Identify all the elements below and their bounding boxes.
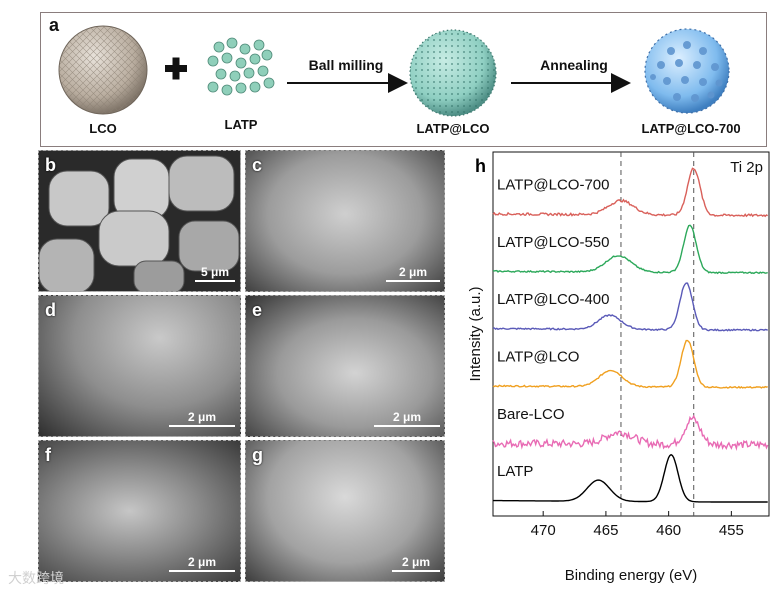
sem-image-c: c 2 μm <box>245 150 445 292</box>
x-tick-label-465: 465 <box>593 522 618 539</box>
panel-h-label: h <box>475 156 486 176</box>
series-label-latp: LATP <box>497 463 533 480</box>
sem-e-scale-bar <box>374 425 440 427</box>
panel-h-xps-chart: h Ti 2p LATP Bare-LCO LATP@LCO LATP@LCO-400… <box>463 150 773 590</box>
xps-chart-svg: h Ti 2p LATP Bare-LCO LATP@LCO LATP@LCO-400… <box>467 151 770 584</box>
sem-g-label: g <box>252 445 263 465</box>
series-line-bare-lco <box>492 414 769 452</box>
ti2p-annotation: Ti 2p <box>730 159 763 176</box>
sem-c-scale-text: 2 μm <box>398 265 428 279</box>
sem-d-label: d <box>45 300 56 320</box>
latp-lco-sphere-icon <box>409 29 497 117</box>
sem-d-scale-text: 2 μm <box>187 410 217 424</box>
sem-g-scale-text: 2 μm <box>401 555 431 569</box>
series-labels: LATP Bare-LCO LATP@LCO LATP@LCO-400 LATP@LCO… <box>497 176 610 480</box>
sem-b-particles <box>39 151 240 291</box>
x-tick-label-460: 460 <box>656 522 681 539</box>
sem-e-scale-text: 2 μm <box>392 410 422 424</box>
series-line-latp <box>493 453 768 503</box>
x-tick-label-455: 455 <box>719 522 744 539</box>
latp-lco-700-caption: LATP@LCO-700 <box>641 121 741 136</box>
panel-a-label: a <box>49 15 60 35</box>
sem-f-label: f <box>45 445 51 465</box>
sem-b-label: b <box>45 155 56 175</box>
panel-a-schematic: a LCO LATP Ball milling LATP@LCO Anneali… <box>40 12 767 147</box>
sem-f-scalebar: 2 μm <box>169 555 235 572</box>
series-line-latp-lco-400 <box>492 282 769 332</box>
sem-g-scale-bar <box>392 570 440 572</box>
sem-image-b: b 5 μm <box>38 150 241 292</box>
plot-frame <box>492 151 770 517</box>
series-label-latp-lco-400: LATP@LCO-400 <box>497 291 610 308</box>
sem-image-g: g 2 μm <box>245 440 445 582</box>
series-group <box>492 167 769 503</box>
sem-f-scale-bar <box>169 570 235 572</box>
sem-g-scalebar: 2 μm <box>392 555 440 572</box>
sem-c-scale-bar <box>386 280 440 282</box>
series-line-latp-lco-700 <box>492 167 769 218</box>
sem-image-e: e 2 μm <box>245 295 445 437</box>
sem-image-f: f 2 μm <box>38 440 241 582</box>
latp-lco-700-sphere-icon <box>644 28 730 114</box>
sem-d-scalebar: 2 μm <box>169 410 235 427</box>
series-label-latp-lco-700: LATP@LCO-700 <box>497 176 610 193</box>
sem-c-scalebar: 2 μm <box>386 265 440 282</box>
series-label-latp-lco: LATP@LCO <box>497 348 579 365</box>
reference-lines <box>620 152 695 516</box>
x-axis-title: Binding energy (eV) <box>565 567 698 584</box>
sem-b-scalebar: 5 μm <box>195 265 235 282</box>
x-tick-label-470: 470 <box>531 522 556 539</box>
watermark: 大数跨境 <box>8 570 64 586</box>
sem-d-scale-bar <box>169 425 235 427</box>
ball-milling-label: Ball milling <box>308 57 384 73</box>
latp-lco-caption: LATP@LCO <box>416 121 490 136</box>
sem-b-scale-text: 5 μm <box>200 265 230 279</box>
schematic-drawing <box>58 25 730 117</box>
latp-caption: LATP <box>224 117 258 132</box>
plus-icon <box>165 57 187 80</box>
sem-f-scale-text: 2 μm <box>187 555 217 569</box>
x-axis-ticks: 470 465 460 455 <box>531 511 744 539</box>
series-line-latp-lco-550 <box>492 224 768 275</box>
annealing-label: Annealing <box>540 57 608 73</box>
y-axis-title: Intensity (a.u.) <box>467 286 484 381</box>
sem-e-scalebar: 2 μm <box>374 410 440 427</box>
lco-sphere-icon <box>58 25 148 115</box>
sem-c-label: c <box>252 155 263 175</box>
sem-image-d: d 2 μm <box>38 295 241 437</box>
sem-e-label: e <box>252 300 263 320</box>
sem-b-scale-bar <box>195 280 235 282</box>
latp-particles-icon <box>207 37 275 96</box>
lco-caption: LCO <box>89 121 117 136</box>
series-label-bare-lco: Bare-LCO <box>497 406 565 423</box>
series-label-latp-lco-550: LATP@LCO-550 <box>497 234 610 251</box>
series-line-latp-lco <box>492 339 768 389</box>
